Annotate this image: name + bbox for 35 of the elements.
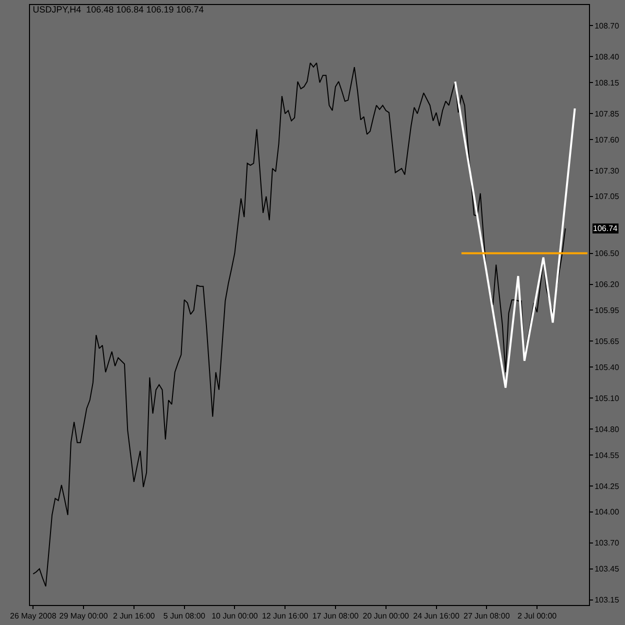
x-tick-label: 17 Jun 08:00	[312, 612, 360, 621]
y-tick-label: 105.95	[594, 306, 620, 315]
y-tick-label: 103.70	[594, 538, 620, 548]
y-tick-label: 106.50	[594, 249, 620, 258]
y-tick-label: 107.60	[594, 135, 620, 144]
x-tick-label: 26 May 2008	[10, 612, 57, 621]
y-tick-label: 108.40	[594, 52, 620, 62]
y-tick-label: 103.45	[594, 564, 620, 574]
y-tick-label: 105.10	[594, 394, 620, 403]
y-tick-label: 103.15	[594, 596, 620, 605]
y-tick-label: 105.40	[594, 362, 620, 372]
x-tick-label: 24 Jun 16:00	[413, 612, 460, 621]
x-tick-label: 5 Jun 08:00	[163, 612, 206, 621]
x-tick-label: 12 Jun 16:00	[262, 612, 309, 621]
x-tick-label: 2 Jul 00:00	[517, 612, 558, 621]
x-tick-label: 10 Jun 00:00	[212, 612, 258, 621]
y-tick-label: 104.80	[594, 424, 620, 434]
y-tick-label: 107.05	[594, 192, 620, 202]
line-series	[32, 62, 566, 587]
x-tick-label: 20 Jun 00:00	[362, 612, 410, 621]
y-tick-label: 108.70	[594, 21, 620, 30]
y-tick-label: 104.55	[594, 450, 620, 460]
chart-title: USDJPY,H4 106.48 106.84 106.19 106.74	[32, 4, 204, 15]
y-tick-label: 104.00	[594, 508, 620, 517]
y-tick-label: 107.30	[594, 166, 620, 176]
y-tick-label: 106.20	[594, 280, 620, 290]
text: 106.74	[593, 224, 618, 233]
y-tick-label: 104.25	[594, 482, 620, 491]
x-tick-label: 27 Jun 08:00	[464, 612, 510, 621]
y-tick-label: 105.65	[594, 337, 620, 346]
line-series	[454, 80, 576, 389]
x-tick-label: 2 Jun 16:00	[113, 612, 156, 621]
x-tick-label: 29 May 00:00	[59, 612, 108, 621]
y-tick-label: 107.85	[594, 109, 620, 118]
y-tick-label: 108.15	[594, 78, 620, 88]
